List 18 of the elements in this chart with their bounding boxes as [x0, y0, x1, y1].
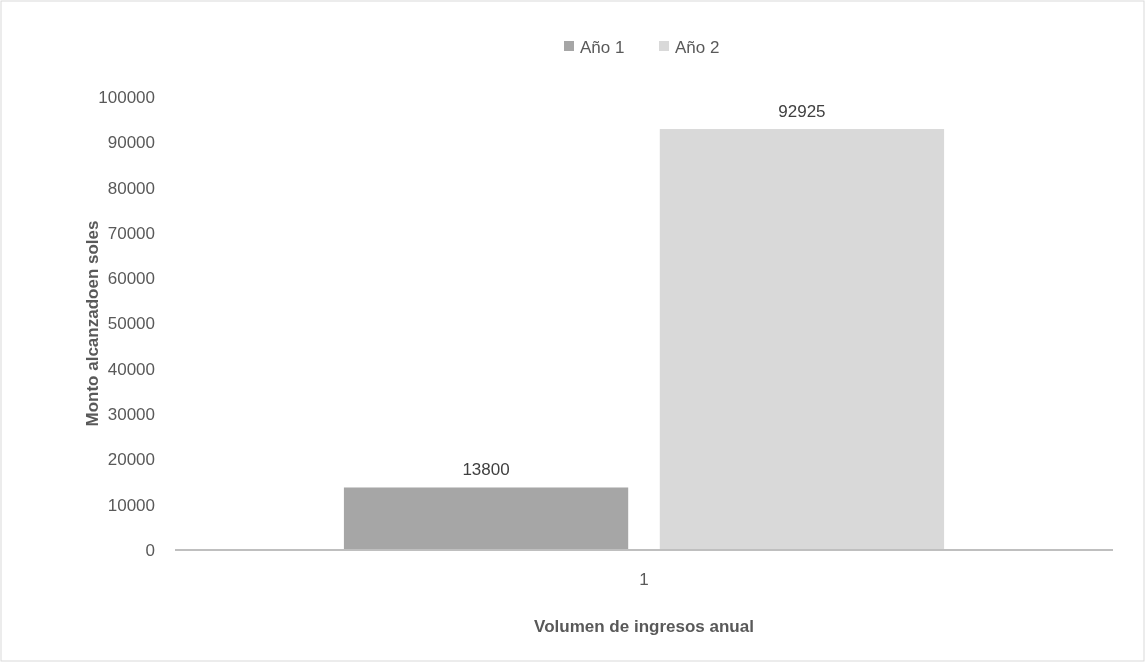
y-tick-label: 50000 [107, 314, 155, 334]
data-label: 13800 [462, 460, 510, 480]
y-tick-label: 40000 [107, 359, 155, 379]
y-tick-label: 0 [145, 540, 155, 560]
y-axis-title: Monto alcanzadoen soles [83, 220, 102, 427]
y-tick-label: 30000 [107, 405, 155, 425]
y-tick-label: 80000 [107, 178, 155, 198]
x-tick-label: 1 [639, 570, 649, 589]
y-tick-label: 100000 [98, 87, 155, 107]
y-tick-label: 20000 [107, 450, 155, 470]
y-tick-label: 90000 [107, 133, 155, 153]
data-label: 92925 [778, 102, 826, 122]
legend-label: Año 1 [580, 37, 625, 57]
legend-label: Año 2 [675, 37, 720, 57]
x-axis-title: Volumen de ingresos anual [534, 617, 754, 636]
y-tick-label: 60000 [107, 269, 155, 289]
y-tick-label: 10000 [107, 495, 155, 515]
y-tick-label: 70000 [107, 223, 155, 243]
